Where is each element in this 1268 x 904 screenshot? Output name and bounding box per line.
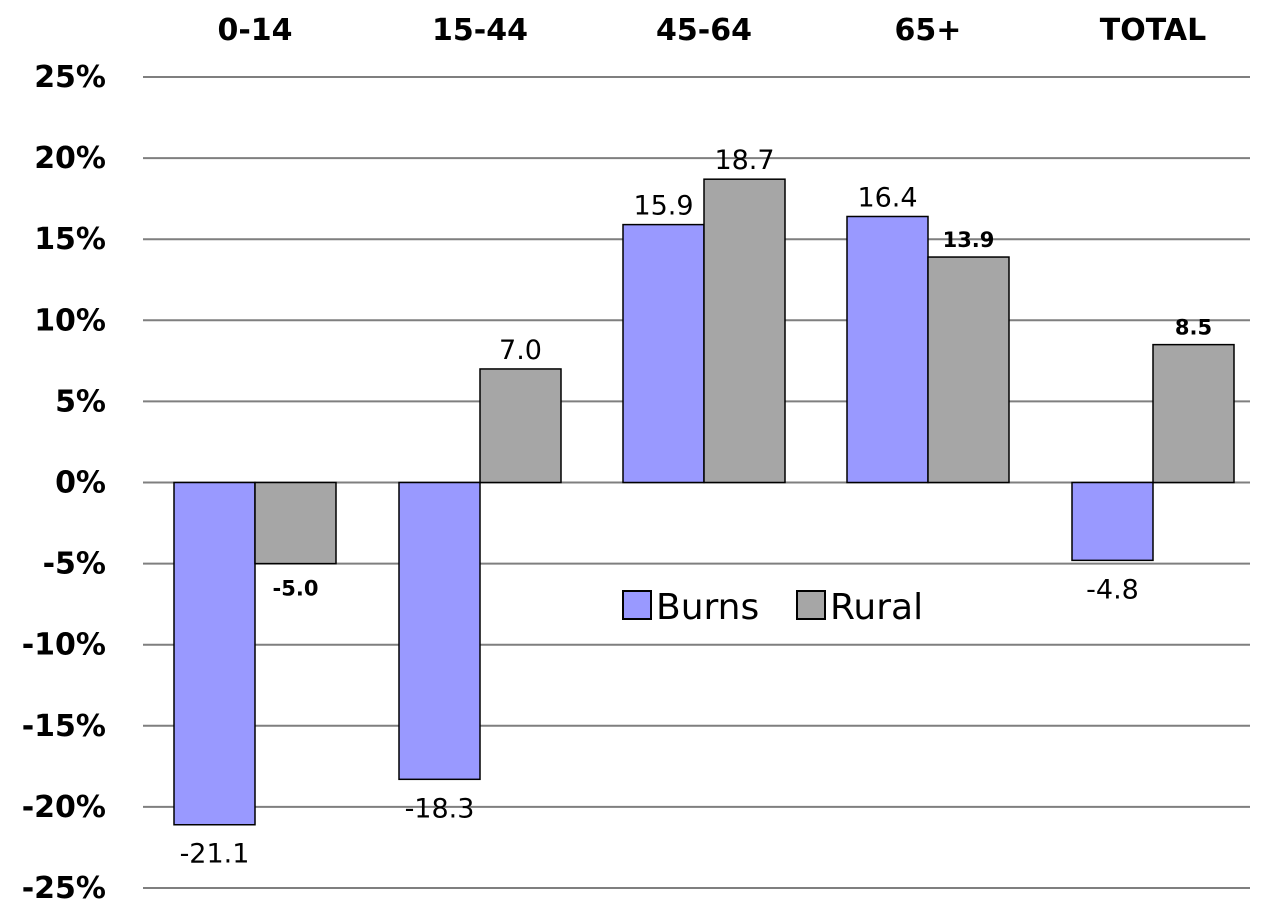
- data-label-rural: 8.5: [1175, 316, 1212, 340]
- bar-rural: [479, 368, 562, 484]
- bar-rural: [254, 481, 337, 565]
- y-tick-label: 5%: [55, 384, 106, 419]
- data-labels: -21.1 -18.3 15.9 16.4 -4.8 -5.0 7.0 18.7 13.9 8.5: [180, 145, 1213, 870]
- data-label-rural: -5.0: [273, 577, 319, 601]
- y-tick-label: 0%: [55, 466, 106, 501]
- legend-label-burns: Burns: [656, 587, 759, 628]
- y-tick-label: -10%: [22, 628, 106, 663]
- y-tick-label: -25%: [22, 871, 106, 904]
- bar-burns: [398, 481, 481, 781]
- legend-label-rural: Rural: [830, 587, 923, 628]
- bar-burns: [846, 215, 929, 484]
- category-label: TOTAL: [1100, 13, 1206, 48]
- category-labels: 0-14 15-44 45-64 65+ TOTAL: [217, 13, 1206, 48]
- data-label-rural: 18.7: [714, 145, 774, 176]
- data-label-burns: 15.9: [633, 191, 693, 222]
- category-label: 65+: [895, 13, 962, 48]
- bar-rural: [703, 178, 786, 484]
- y-tick-label: 20%: [34, 141, 106, 176]
- bar-burns: [1071, 481, 1154, 562]
- y-tick-label: -20%: [22, 790, 106, 825]
- category-label: 45-64: [656, 13, 752, 48]
- legend-swatch-burns: [622, 590, 652, 620]
- legend: Burns Rural: [622, 587, 923, 628]
- data-label-burns: -21.1: [180, 839, 250, 870]
- y-tick-label: 15%: [34, 222, 106, 257]
- y-tick-label: 25%: [34, 60, 106, 95]
- category-label: 0-14: [217, 13, 292, 48]
- data-label-burns: 16.4: [857, 182, 917, 213]
- bar-burns: [173, 481, 256, 826]
- data-label-rural: 7.0: [499, 335, 542, 366]
- y-axis-tick-labels: 25% 20% 15% 10% 5% 0% -5% -10% -15% -20% -25%: [22, 60, 106, 904]
- data-label-burns: -4.8: [1086, 574, 1139, 605]
- y-tick-label: -15%: [22, 709, 106, 744]
- y-tick-label: -5%: [43, 547, 106, 582]
- data-label-rural: 13.9: [943, 228, 995, 252]
- bar-burns: [622, 223, 705, 484]
- bars: [173, 178, 1235, 826]
- category-label: 15-44: [432, 13, 528, 48]
- legend-swatch-rural: [796, 590, 826, 620]
- y-tick-label: 10%: [34, 303, 106, 338]
- data-label-burns: -18.3: [405, 793, 475, 824]
- bar-rural: [927, 256, 1010, 484]
- bar-rural: [1152, 343, 1235, 484]
